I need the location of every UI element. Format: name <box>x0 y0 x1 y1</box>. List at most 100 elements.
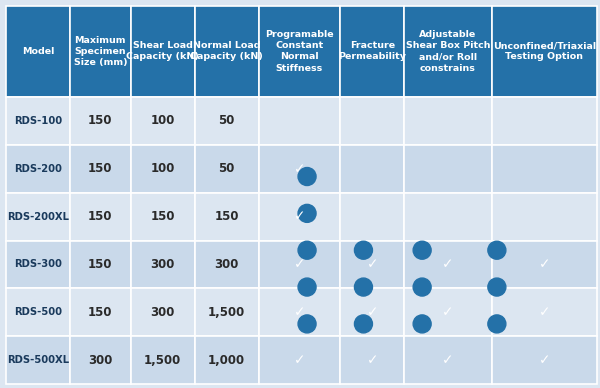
Text: Programable
Constant
Normal
Stiffness: Programable Constant Normal Stiffness <box>265 30 334 73</box>
Text: ✓: ✓ <box>367 353 378 367</box>
Text: RDS-500: RDS-500 <box>14 307 62 317</box>
FancyBboxPatch shape <box>340 288 404 336</box>
Text: 300: 300 <box>88 354 113 367</box>
FancyBboxPatch shape <box>404 145 491 193</box>
FancyBboxPatch shape <box>131 288 195 336</box>
Text: 150: 150 <box>88 114 113 127</box>
FancyBboxPatch shape <box>491 241 597 288</box>
Text: 300: 300 <box>151 258 175 271</box>
Circle shape <box>298 315 316 333</box>
Text: 150: 150 <box>151 210 175 223</box>
FancyBboxPatch shape <box>340 6 404 97</box>
FancyBboxPatch shape <box>6 336 70 384</box>
FancyBboxPatch shape <box>404 288 491 336</box>
FancyBboxPatch shape <box>131 145 195 193</box>
Text: 300: 300 <box>214 258 239 271</box>
FancyBboxPatch shape <box>195 288 259 336</box>
Text: ✓: ✓ <box>539 305 550 319</box>
Circle shape <box>413 241 431 259</box>
FancyBboxPatch shape <box>6 97 70 145</box>
FancyBboxPatch shape <box>6 6 70 97</box>
Text: Maximum
Specimen
Size (mm): Maximum Specimen Size (mm) <box>74 36 127 67</box>
Text: 150: 150 <box>88 210 113 223</box>
FancyBboxPatch shape <box>70 241 131 288</box>
FancyBboxPatch shape <box>259 193 340 241</box>
FancyBboxPatch shape <box>70 145 131 193</box>
Text: Normal Load
Capacity (kN): Normal Load Capacity (kN) <box>190 42 263 61</box>
FancyBboxPatch shape <box>259 145 340 193</box>
Text: ✓: ✓ <box>442 305 454 319</box>
Text: ✓: ✓ <box>293 210 305 223</box>
Text: Adjustable
Shear Box Pitch
and/or Roll
constrains: Adjustable Shear Box Pitch and/or Roll c… <box>406 30 490 73</box>
FancyBboxPatch shape <box>195 97 259 145</box>
Text: ✓: ✓ <box>539 353 550 367</box>
FancyBboxPatch shape <box>340 97 404 145</box>
FancyBboxPatch shape <box>404 336 491 384</box>
Text: ✓: ✓ <box>293 162 305 176</box>
Text: 300: 300 <box>151 306 175 319</box>
FancyBboxPatch shape <box>259 288 340 336</box>
Text: 100: 100 <box>151 162 175 175</box>
Circle shape <box>488 241 506 259</box>
Circle shape <box>488 315 506 333</box>
Text: ✓: ✓ <box>293 258 305 272</box>
FancyBboxPatch shape <box>6 241 70 288</box>
FancyBboxPatch shape <box>404 241 491 288</box>
FancyBboxPatch shape <box>195 193 259 241</box>
Circle shape <box>355 241 373 259</box>
FancyBboxPatch shape <box>491 193 597 241</box>
Text: Model: Model <box>22 47 54 56</box>
FancyBboxPatch shape <box>70 97 131 145</box>
FancyBboxPatch shape <box>259 336 340 384</box>
Circle shape <box>413 278 431 296</box>
FancyBboxPatch shape <box>195 336 259 384</box>
FancyBboxPatch shape <box>6 145 70 193</box>
Circle shape <box>488 278 506 296</box>
Text: RDS-500XL: RDS-500XL <box>7 355 69 365</box>
FancyBboxPatch shape <box>195 6 259 97</box>
FancyBboxPatch shape <box>131 193 195 241</box>
FancyBboxPatch shape <box>195 145 259 193</box>
FancyBboxPatch shape <box>70 288 131 336</box>
Text: Fracture
Permeability: Fracture Permeability <box>338 42 406 61</box>
FancyBboxPatch shape <box>340 193 404 241</box>
FancyBboxPatch shape <box>6 193 70 241</box>
Text: 50: 50 <box>218 114 235 127</box>
Text: 1,500: 1,500 <box>208 306 245 319</box>
Circle shape <box>298 168 316 185</box>
Circle shape <box>355 315 373 333</box>
Text: RDS-200: RDS-200 <box>14 164 62 174</box>
FancyBboxPatch shape <box>6 288 70 336</box>
Circle shape <box>413 315 431 333</box>
FancyBboxPatch shape <box>131 241 195 288</box>
Circle shape <box>298 278 316 296</box>
Text: ✓: ✓ <box>442 353 454 367</box>
Text: RDS-200XL: RDS-200XL <box>7 211 69 222</box>
FancyBboxPatch shape <box>131 6 195 97</box>
Text: 150: 150 <box>88 306 113 319</box>
Text: Unconfined/Triaxial
Testing Option: Unconfined/Triaxial Testing Option <box>493 42 596 61</box>
Text: Shear Load
Capacity (kN): Shear Load Capacity (kN) <box>127 42 199 61</box>
Text: 150: 150 <box>214 210 239 223</box>
Text: ✓: ✓ <box>539 258 550 272</box>
FancyBboxPatch shape <box>491 336 597 384</box>
FancyBboxPatch shape <box>70 6 131 97</box>
Text: 1,000: 1,000 <box>208 354 245 367</box>
Circle shape <box>355 278 373 296</box>
Text: 50: 50 <box>218 162 235 175</box>
FancyBboxPatch shape <box>131 336 195 384</box>
FancyBboxPatch shape <box>491 6 597 97</box>
Text: 100: 100 <box>151 114 175 127</box>
FancyBboxPatch shape <box>70 193 131 241</box>
FancyBboxPatch shape <box>404 97 491 145</box>
Text: RDS-100: RDS-100 <box>14 116 62 126</box>
FancyBboxPatch shape <box>491 288 597 336</box>
FancyBboxPatch shape <box>404 6 491 97</box>
Text: 150: 150 <box>88 258 113 271</box>
FancyBboxPatch shape <box>340 145 404 193</box>
Circle shape <box>298 241 316 259</box>
FancyBboxPatch shape <box>340 241 404 288</box>
Text: 1,500: 1,500 <box>144 354 181 367</box>
Text: ✓: ✓ <box>442 258 454 272</box>
Text: ✓: ✓ <box>293 305 305 319</box>
